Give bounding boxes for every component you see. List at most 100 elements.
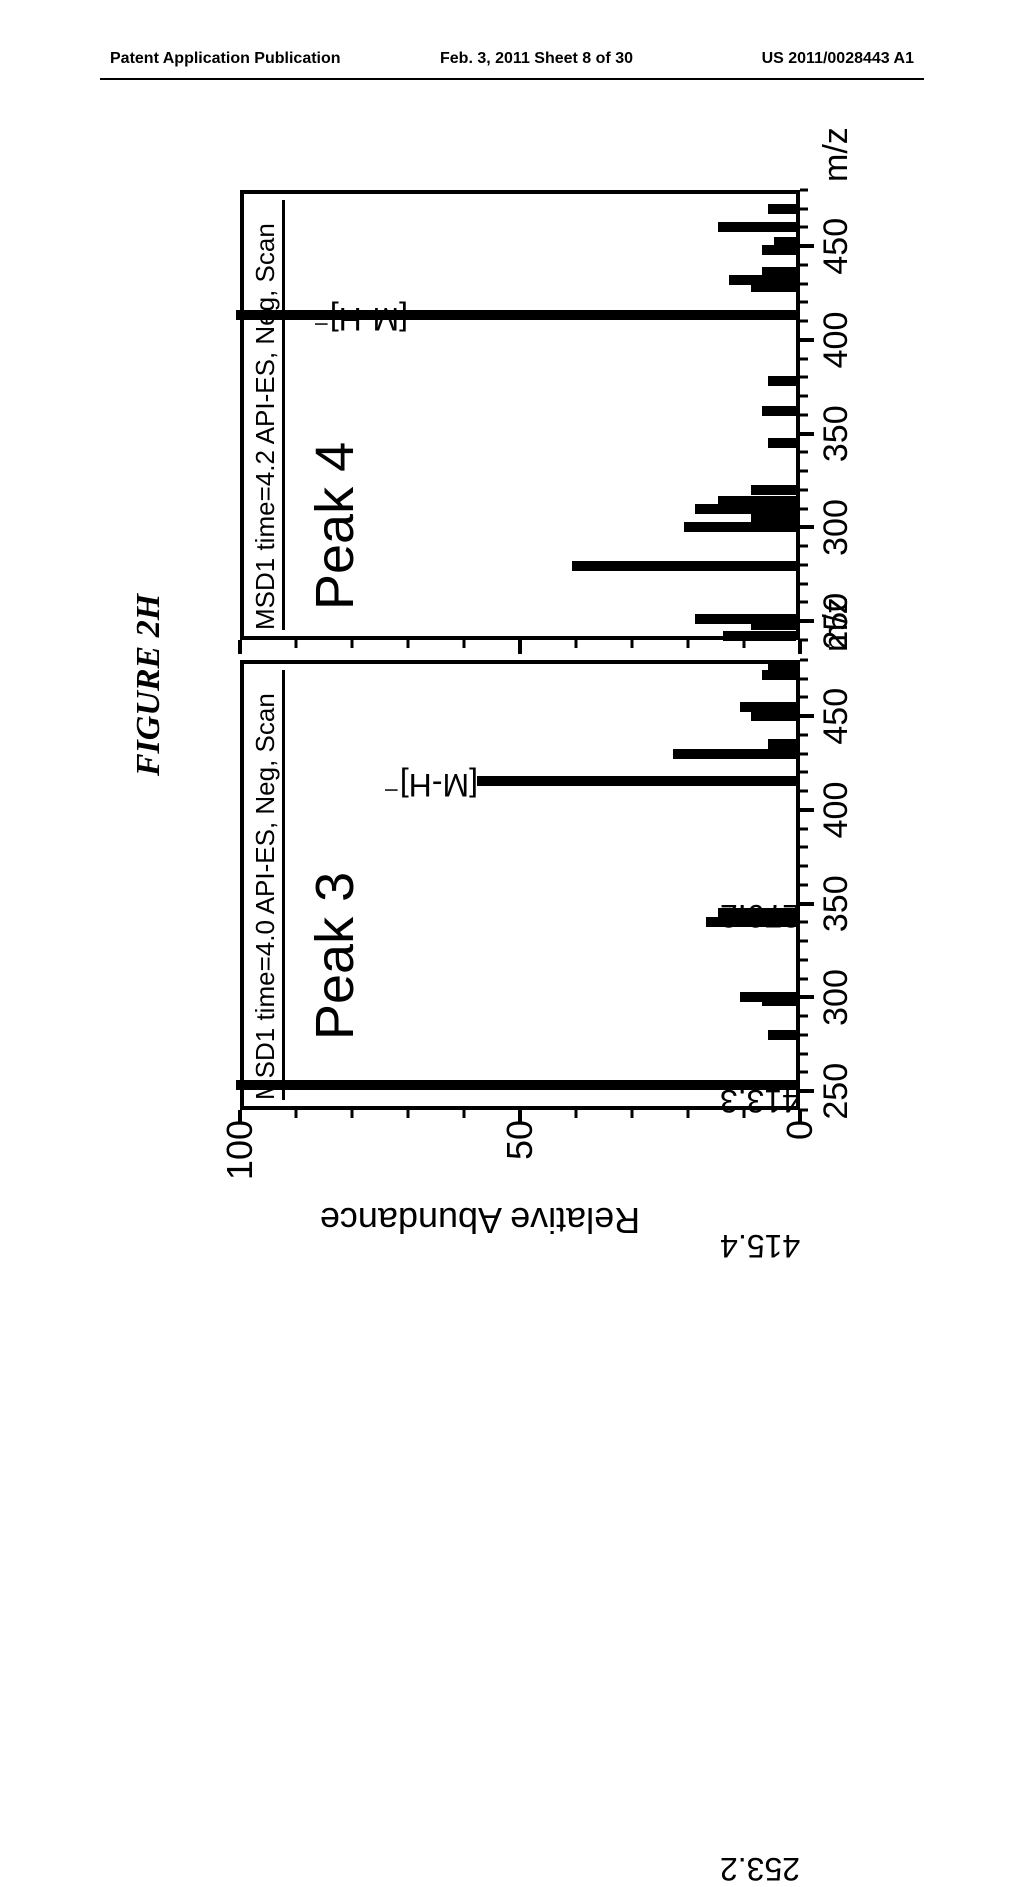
panel-header: MSD1 time=4.2 API-ES, Neg, Scan xyxy=(250,200,285,630)
molecular-ion-annotation: [M-H]⁻ xyxy=(383,766,478,804)
y-tick-minor xyxy=(687,1110,690,1118)
panel-title: Peak 3 xyxy=(304,872,366,1040)
panel-title: Peak 4 xyxy=(304,442,366,610)
figure-stage: FIGURE 2H Relative Abundance 050100 MSD1… xyxy=(130,170,910,1200)
x-tick-minor xyxy=(800,376,808,379)
y-tick-minor xyxy=(463,1110,466,1118)
x-tick-minor xyxy=(800,790,808,793)
ms-peak-bar xyxy=(768,204,796,214)
x-tick-minor xyxy=(800,677,808,680)
x-tick xyxy=(800,996,814,1000)
y-tick xyxy=(238,640,242,654)
y-tick-minor xyxy=(575,1110,578,1118)
figure-title: FIGURE 2H xyxy=(130,170,168,1200)
x-tick-minor xyxy=(800,1015,808,1018)
y-tick-minor xyxy=(351,640,354,648)
x-tick-minor xyxy=(800,752,808,755)
x-tick-minor xyxy=(800,264,808,267)
y-tick-minor xyxy=(463,640,466,648)
ms-peak-bar xyxy=(762,268,796,278)
x-tick xyxy=(800,244,814,248)
x-tick-minor xyxy=(800,545,808,548)
chart-panels: Relative Abundance 050100 MSD1 time=4.0 … xyxy=(200,170,910,1200)
x-tick-minor xyxy=(800,451,808,454)
header-center: Feb. 3, 2011 Sheet 8 of 30 xyxy=(440,50,633,68)
x-tick-minor xyxy=(800,884,808,887)
x-tick-label: 450 xyxy=(817,218,856,275)
y-tick-minor xyxy=(295,1110,298,1118)
x-tick-minor xyxy=(800,1071,808,1074)
x-tick-minor xyxy=(800,414,808,417)
panel-peak4: MSD1 time=4.2 API-ES, Neg, Scan Peak 4 m… xyxy=(240,190,800,640)
x-tick-minor xyxy=(800,827,808,830)
x-tick-label: 250 xyxy=(817,1063,856,1120)
y-tick-minor xyxy=(687,640,690,648)
x-tick-label: 250 xyxy=(817,593,856,650)
x-tick xyxy=(800,338,814,342)
molecular-ion-annotation: [M-H]⁻ xyxy=(313,300,408,338)
x-tick-minor xyxy=(800,940,808,943)
x-tick-label: 450 xyxy=(817,688,856,745)
x-tick-minor xyxy=(800,282,808,285)
page-header: Patent Application Publication Feb. 3, 2… xyxy=(0,50,1024,80)
x-tick-minor xyxy=(800,1034,808,1037)
ms-peak-bar xyxy=(718,223,796,233)
x-tick-minor xyxy=(800,601,808,604)
y-tick-minor xyxy=(407,640,410,648)
x-tick-minor xyxy=(800,659,808,662)
x-tick-minor xyxy=(800,395,808,398)
x-tick-minor xyxy=(800,582,808,585)
y-tick-minor xyxy=(631,640,634,648)
panel-peak3: MSD1 time=4.0 API-ES, Neg, Scan Peak 3 m… xyxy=(240,660,800,1110)
x-tick xyxy=(800,902,814,906)
x-tick-minor xyxy=(800,734,808,737)
x-tick xyxy=(800,1089,814,1093)
x-axis-unit: m/z xyxy=(817,127,856,182)
y-tick-label: 50 xyxy=(499,1120,541,1160)
header-right: US 2011/0028443 A1 xyxy=(762,50,914,68)
ms-peak-bar xyxy=(236,1080,796,1090)
x-tick-minor xyxy=(800,696,808,699)
y-tick-minor xyxy=(295,640,298,648)
y-tick xyxy=(518,1110,522,1124)
x-tick xyxy=(800,526,814,530)
x-tick-minor xyxy=(800,1052,808,1055)
x-tick-label: 350 xyxy=(817,875,856,932)
x-tick-minor xyxy=(800,846,808,849)
x-tick-minor xyxy=(800,507,808,510)
header-left: Patent Application Publication xyxy=(110,50,341,68)
y-axis-label-text: Relative Abundance xyxy=(320,1199,640,1241)
y-tick-minor xyxy=(351,1110,354,1118)
y-tick-minor xyxy=(407,1110,410,1118)
x-tick-minor xyxy=(800,207,808,210)
x-tick-minor xyxy=(800,189,808,192)
y-tick xyxy=(238,1110,242,1124)
x-tick-minor xyxy=(800,357,808,360)
panel-header: MSD1 time=4.0 API-ES, Neg, Scan xyxy=(250,670,285,1100)
y-tick-minor xyxy=(575,640,578,648)
x-tick-label: 300 xyxy=(817,499,856,556)
x-tick-label: 300 xyxy=(817,969,856,1026)
x-tick xyxy=(800,808,814,812)
y-tick-label: 100 xyxy=(219,1120,261,1180)
y-axis-label: Relative Abundance xyxy=(200,1200,760,1240)
x-tick-label: 350 xyxy=(817,405,856,462)
x-tick xyxy=(800,619,814,623)
x-tick-label: 400 xyxy=(817,782,856,839)
x-tick xyxy=(800,432,814,436)
x-tick-minor xyxy=(800,320,808,323)
x-tick-minor xyxy=(800,959,808,962)
y-tick xyxy=(518,640,522,654)
x-tick-minor xyxy=(800,771,808,774)
ms-peak-bar xyxy=(774,238,796,248)
x-tick-minor xyxy=(800,921,808,924)
x-tick-minor xyxy=(800,977,808,980)
figure-rotated: FIGURE 2H Relative Abundance 050100 MSD1… xyxy=(130,170,910,1200)
x-tick-minor xyxy=(800,301,808,304)
x-tick-minor xyxy=(800,226,808,229)
x-tick xyxy=(800,714,814,718)
peak-mz-label: 413.3 xyxy=(720,351,800,1119)
y-tick-minor xyxy=(631,1110,634,1118)
x-tick-minor xyxy=(800,489,808,492)
header-rule xyxy=(100,78,924,80)
